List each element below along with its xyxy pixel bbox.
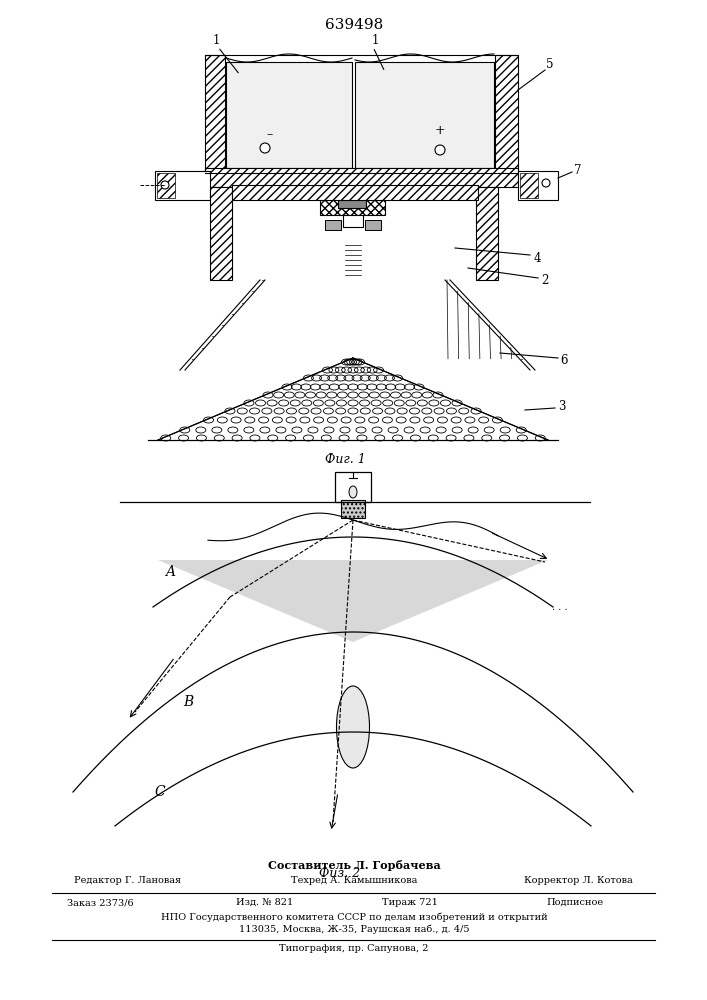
Bar	[320, 187, 385, 215]
Bar	[205, 55, 225, 173]
Bar	[226, 62, 352, 168]
Text: 113035, Москва, Ж-35, Раушская наб., д. 4/5: 113035, Москва, Ж-35, Раушская наб., д. …	[239, 925, 469, 934]
Text: –: –	[267, 128, 273, 141]
Text: 1: 1	[212, 33, 220, 46]
Text: C: C	[155, 785, 165, 799]
Text: Физ. 2: Физ. 2	[320, 867, 361, 880]
Circle shape	[260, 143, 270, 153]
Bar	[157, 173, 175, 198]
Bar	[476, 187, 498, 280]
Bar	[520, 173, 538, 198]
Text: Изд. № 821: Изд. № 821	[236, 898, 293, 907]
Text: 6: 6	[560, 354, 568, 366]
Text: +: +	[435, 123, 445, 136]
Text: . . .: . . .	[552, 602, 568, 611]
Text: Фиг. 1: Фиг. 1	[325, 453, 366, 466]
Ellipse shape	[337, 686, 370, 768]
Bar	[232, 185, 478, 200]
Circle shape	[542, 179, 550, 187]
Text: 5: 5	[547, 58, 554, 72]
Text: Подписное: Подписное	[547, 898, 604, 907]
Text: Редактор Г. Лановая: Редактор Г. Лановая	[74, 876, 182, 885]
Text: 1: 1	[371, 33, 379, 46]
Text: Типография, пр. Сапунова, 2: Типография, пр. Сапунова, 2	[279, 944, 428, 953]
Bar	[343, 215, 363, 227]
Text: 639498: 639498	[325, 18, 383, 32]
Bar	[205, 168, 518, 187]
Bar	[495, 55, 518, 173]
Text: 2: 2	[542, 273, 549, 286]
Text: B: B	[183, 695, 193, 709]
Text: A: A	[165, 565, 175, 579]
Ellipse shape	[349, 486, 357, 498]
Bar	[335, 472, 371, 502]
Text: 7: 7	[574, 163, 582, 176]
Bar	[338, 186, 366, 208]
Text: Составитель Л. Горбачева: Составитель Л. Горбачева	[268, 860, 440, 871]
Polygon shape	[148, 560, 558, 642]
Text: Тираж 721: Тираж 721	[382, 898, 438, 907]
Text: 4: 4	[533, 251, 541, 264]
Bar	[341, 500, 365, 518]
Text: Техред А. Камышникова: Техред А. Камышникова	[291, 876, 417, 885]
Text: НПО Государственного комитета СССР по делам изобретений и открытий: НПО Государственного комитета СССР по де…	[160, 912, 547, 922]
Bar	[210, 187, 232, 280]
Bar	[155, 171, 210, 200]
Text: Корректор Л. Котова: Корректор Л. Котова	[524, 876, 632, 885]
FancyBboxPatch shape	[325, 220, 341, 230]
Text: 3: 3	[559, 399, 566, 412]
Text: Заказ 2373/6: Заказ 2373/6	[66, 898, 134, 907]
Bar	[355, 62, 494, 168]
Bar	[518, 171, 558, 200]
Circle shape	[435, 145, 445, 155]
FancyBboxPatch shape	[365, 220, 381, 230]
Circle shape	[161, 181, 169, 189]
